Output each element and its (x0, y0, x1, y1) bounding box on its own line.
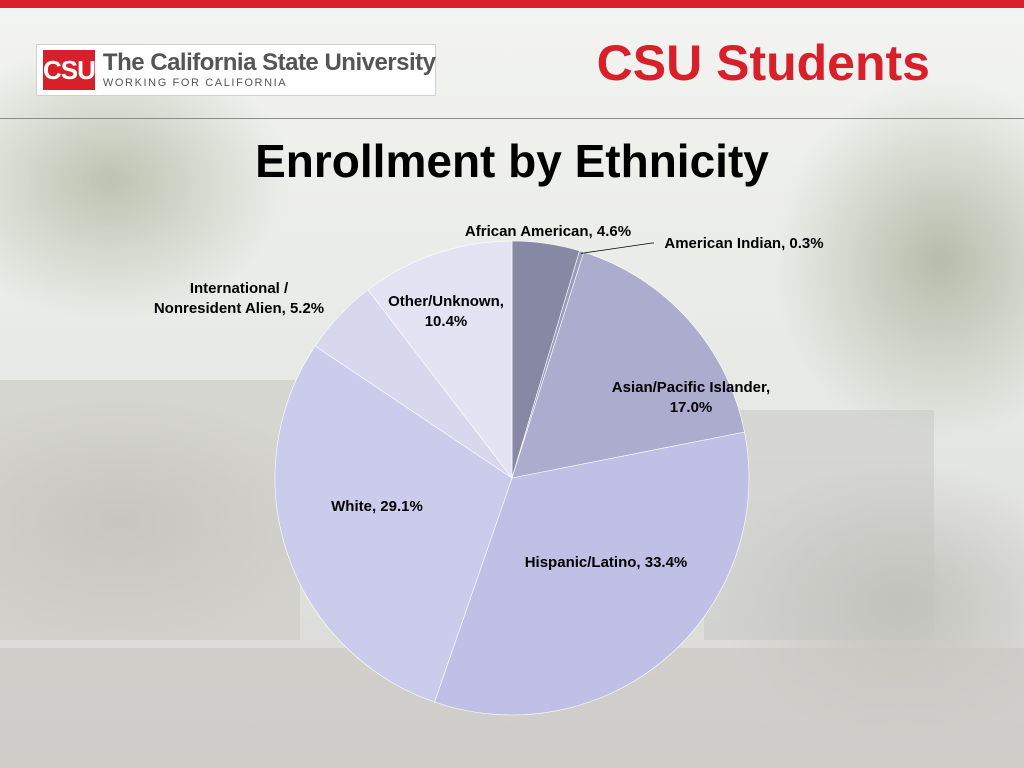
data-label-asian-pacific-islander: Asian/Pacific Islander, 17.0% (612, 379, 770, 416)
data-label-hispanic-latino: Hispanic/Latino, 33.4% (525, 554, 688, 571)
csu-logo: CSU The California State University WORK… (36, 44, 436, 96)
background-building-left (0, 380, 300, 640)
data-label-african-american: African American, 4.6% (465, 223, 631, 240)
data-label-international-nonresident-alien: International / Nonresident Alien, 5.2% (154, 280, 324, 317)
data-label-white: White, 29.1% (331, 498, 423, 515)
data-label-american-indian: American Indian, 0.3% (664, 235, 823, 252)
section-title: CSU Students (596, 35, 930, 91)
leader-line-american-indian (581, 242, 654, 254)
pie-slice-other-unknown (367, 240, 513, 479)
header-divider (0, 118, 1024, 119)
data-label-other-unknown: Other/Unknown, 10.4% (388, 293, 504, 330)
csu-logo-mark: CSU (43, 50, 96, 90)
pie-slice-hispanic-latino (434, 431, 750, 716)
slide-title: Enrollment by Ethnicity (255, 135, 769, 187)
pie-slice-white (274, 345, 513, 703)
csu-logo-tagline: WORKING FOR CALIFORNIA (102, 77, 288, 89)
top-accent-bar (0, 0, 1024, 8)
csu-logo-text: The California State University WORKING … (103, 50, 436, 90)
csu-logo-name: The California State University (102, 49, 436, 76)
pie-slice-asian-pacific-islander (511, 251, 745, 479)
